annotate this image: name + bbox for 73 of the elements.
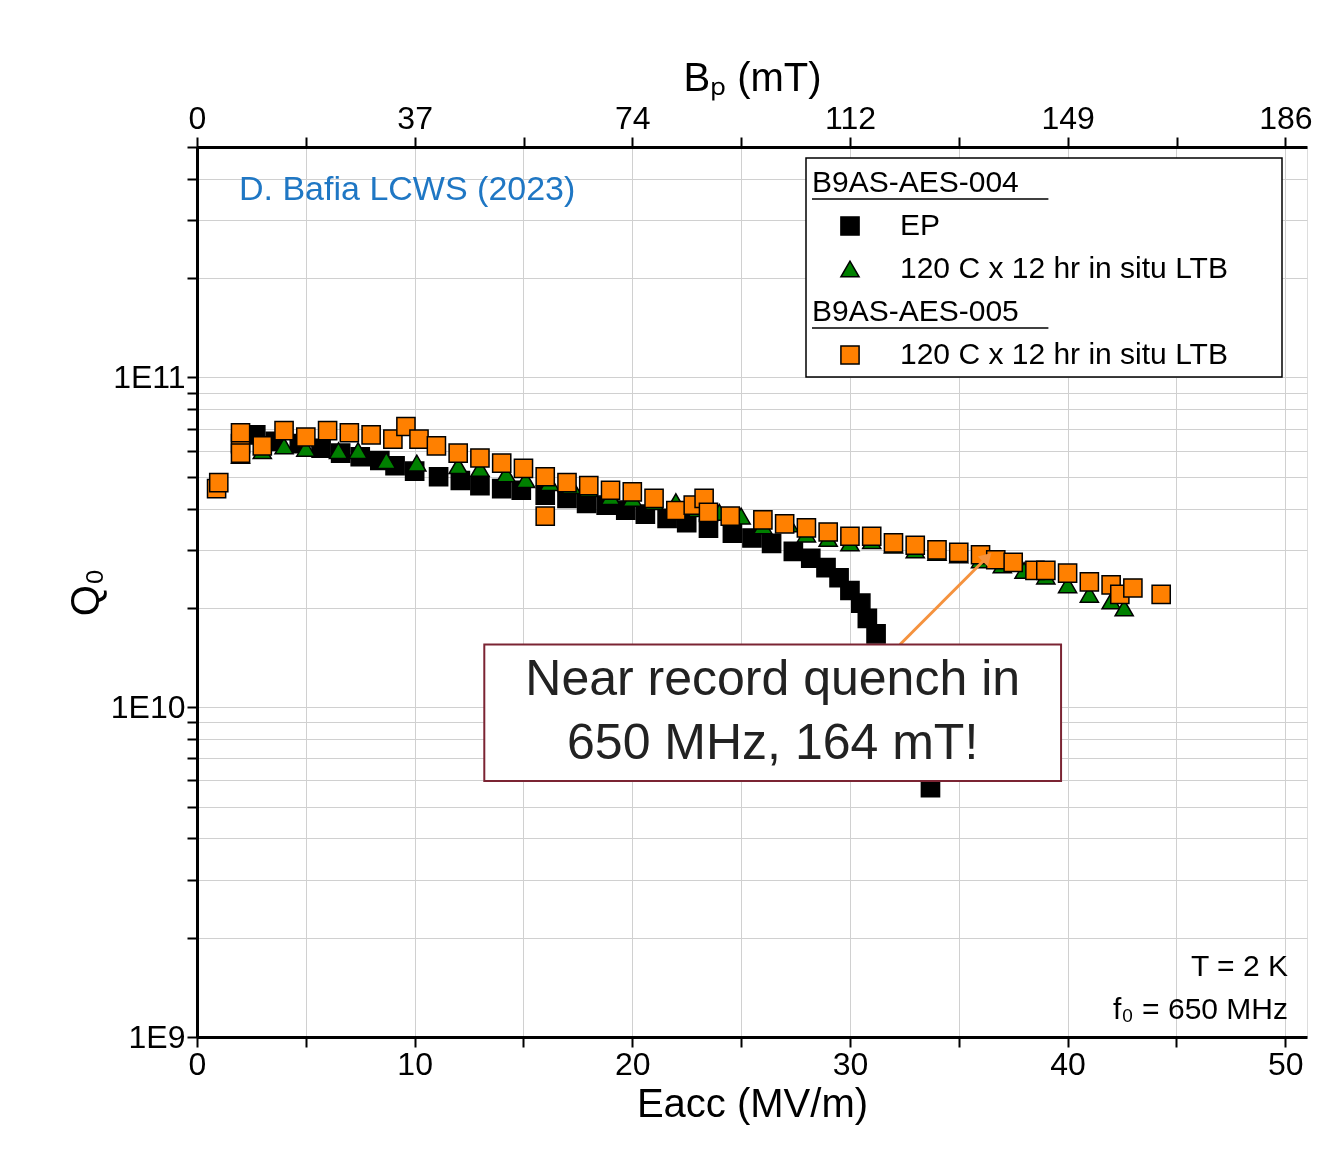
annotation: B9AS-AES-005 (812, 294, 1019, 327)
point (317, 420, 338, 441)
point (535, 506, 556, 526)
point (383, 429, 403, 450)
point (774, 513, 795, 534)
point (208, 472, 229, 493)
point (535, 466, 556, 487)
x-tick-label: 40 (1050, 1045, 1086, 1082)
point (578, 475, 599, 496)
x2-tick-label: 37 (397, 99, 433, 136)
point (1123, 578, 1143, 598)
x2-tick-label: 112 (825, 99, 877, 136)
point (753, 510, 773, 530)
point (348, 442, 368, 460)
x2-tick-label: 74 (615, 99, 651, 136)
point (761, 533, 782, 554)
point (644, 488, 664, 509)
point (600, 480, 621, 501)
point (274, 420, 294, 441)
legend-label: EP (900, 208, 941, 241)
point (409, 429, 429, 450)
legend-label: 120 C x 12 hr in situ LTB (900, 251, 1228, 284)
x-tick-label: 0 (188, 1045, 207, 1082)
point (376, 451, 397, 470)
annotation: f₀ = 650 MHz (1112, 992, 1288, 1025)
point (230, 422, 251, 443)
point (448, 443, 469, 463)
point (850, 593, 871, 613)
x-axis-title: Eacc (MV/m) (636, 1080, 869, 1125)
x2-tick-label: 149 (1041, 99, 1095, 136)
y-tick-label: 1E10 (110, 688, 186, 725)
annotation: Near record quench in 650 MHz, 164 mT! (525, 649, 1021, 770)
x-tick-label: 20 (615, 1045, 651, 1082)
x-tick-label: 50 (1267, 1045, 1304, 1082)
point (720, 506, 741, 526)
point (1057, 563, 1078, 584)
point (339, 422, 360, 443)
point (406, 454, 427, 472)
point (557, 472, 577, 493)
point (905, 535, 926, 556)
point (1079, 572, 1100, 592)
annotation: B9AS-AES-004 (812, 165, 1019, 198)
point (361, 425, 381, 445)
point (470, 448, 490, 468)
annotation: T = 2 K (1190, 949, 1288, 982)
point (274, 437, 294, 455)
point (295, 427, 316, 447)
point (1151, 584, 1172, 605)
point (866, 623, 886, 644)
point (513, 458, 534, 479)
y-axis-title: Q₀ (62, 568, 107, 617)
point (840, 526, 860, 547)
point (470, 475, 490, 496)
y-tick-label: 1E9 (128, 1018, 186, 1055)
point (796, 518, 817, 538)
x-tick-label: 30 (832, 1045, 869, 1082)
y-tick-label: 1E11 (113, 358, 186, 395)
point (491, 453, 512, 473)
point (1035, 560, 1056, 581)
annotation: D. Bafia LCWS (2023) (239, 169, 576, 207)
point (428, 466, 449, 487)
x2-tick-label: 186 (1259, 99, 1313, 136)
x2-tick-label: 0 (188, 99, 207, 136)
point (1003, 552, 1024, 573)
x-tick-label: 10 (397, 1045, 433, 1082)
point (861, 526, 882, 547)
point (818, 522, 839, 542)
point (742, 528, 762, 548)
x2-axis-title: Bₚ (mT) (683, 54, 822, 101)
legend-label: 120 C x 12 hr in situ LTB (900, 337, 1228, 370)
point (252, 436, 273, 456)
point (622, 482, 643, 502)
point (426, 436, 447, 456)
